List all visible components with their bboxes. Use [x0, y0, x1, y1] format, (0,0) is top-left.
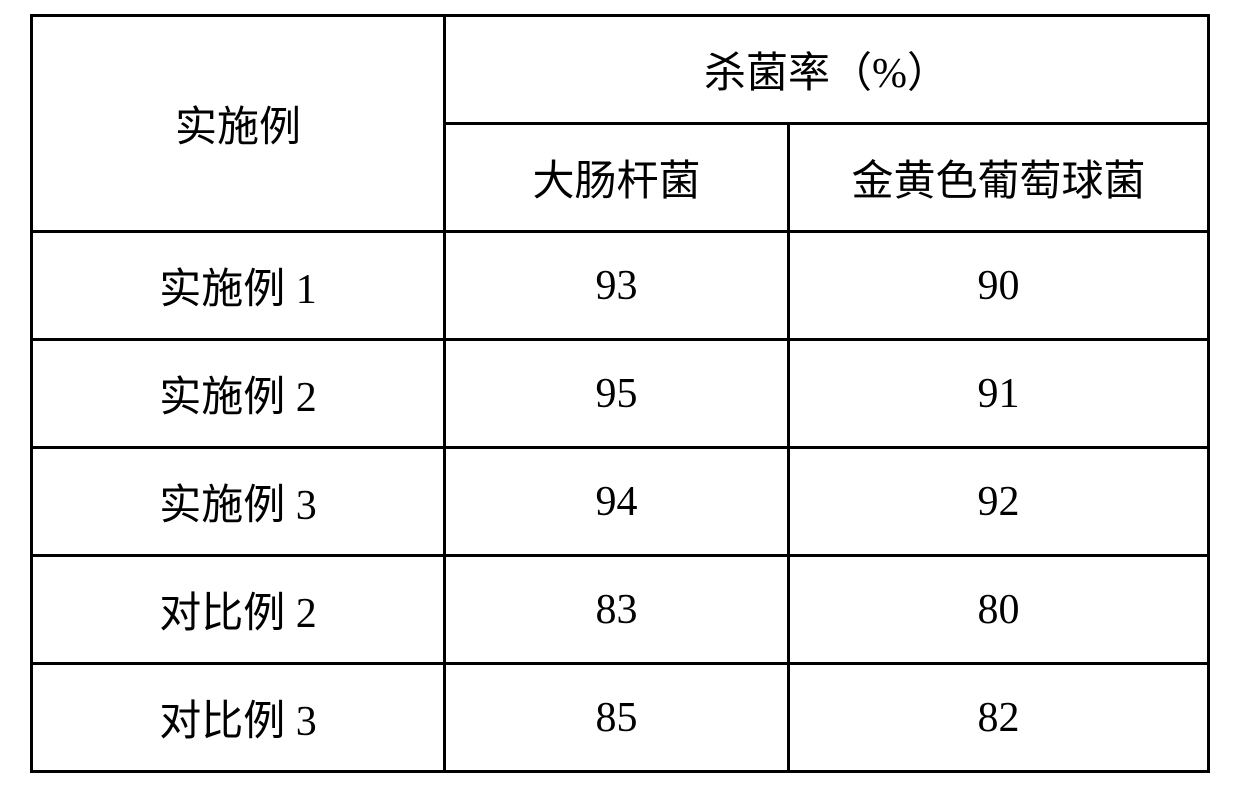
cell-value: 93 — [444, 232, 788, 340]
table-row: 实施例 3 94 92 — [32, 448, 1209, 556]
column-header-2: 金黄色葡萄球菌 — [789, 124, 1209, 232]
table-row: 对比例 3 85 82 — [32, 664, 1209, 772]
cell-value: 90 — [789, 232, 1209, 340]
cell-value: 92 — [789, 448, 1209, 556]
cell-value: 94 — [444, 448, 788, 556]
bactericidal-rate-table: 实施例 杀菌率（%） 大肠杆菌 金黄色葡萄球菌 实施例 1 93 90 实施例 … — [30, 14, 1210, 773]
row-label: 对比例 3 — [32, 664, 445, 772]
column-header-1: 大肠杆菌 — [444, 124, 788, 232]
row-header-label: 实施例 — [32, 16, 445, 232]
cell-value: 95 — [444, 340, 788, 448]
cell-value: 83 — [444, 556, 788, 664]
row-label: 实施例 1 — [32, 232, 445, 340]
row-label: 对比例 2 — [32, 556, 445, 664]
cell-value: 91 — [789, 340, 1209, 448]
group-header-label: 杀菌率（%） — [444, 16, 1208, 124]
table-row: 实施例 1 93 90 — [32, 232, 1209, 340]
table-row: 实施例 2 95 91 — [32, 340, 1209, 448]
table-row: 对比例 2 83 80 — [32, 556, 1209, 664]
cell-value: 80 — [789, 556, 1209, 664]
cell-value: 82 — [789, 664, 1209, 772]
row-label: 实施例 2 — [32, 340, 445, 448]
cell-value: 85 — [444, 664, 788, 772]
row-label: 实施例 3 — [32, 448, 445, 556]
